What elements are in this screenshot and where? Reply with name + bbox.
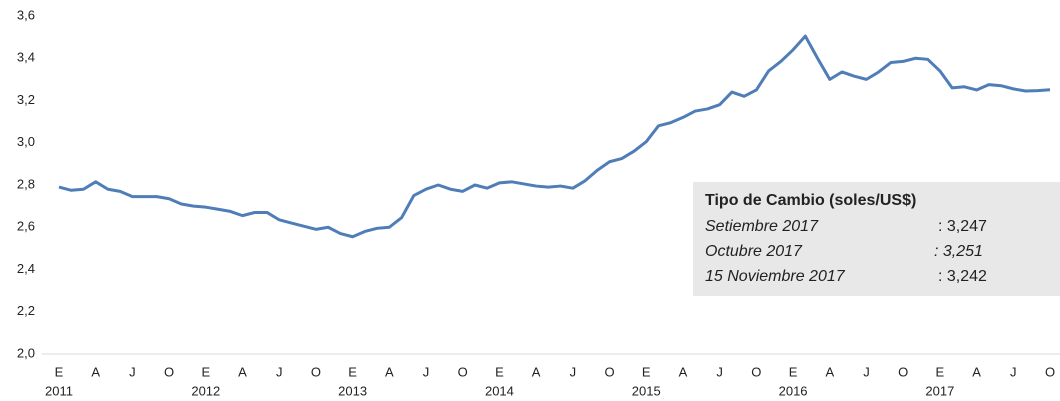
x-tick-label: O: [458, 364, 468, 379]
annotation-label: 15 Noviembre 2017: [705, 268, 846, 285]
annotation-label: Octubre 2017: [705, 243, 803, 260]
x-tick-label: O: [604, 364, 614, 379]
x-tick-label: O: [1045, 364, 1055, 379]
year-label: 2011: [45, 383, 73, 398]
y-tick-label: 3,6: [17, 7, 35, 22]
x-tick-label: A: [238, 364, 247, 379]
year-label: 2017: [925, 383, 954, 398]
x-tick-label: E: [55, 364, 64, 379]
y-tick-label: 2,8: [17, 176, 35, 191]
x-tick-label: E: [348, 364, 357, 379]
year-label: 2016: [779, 383, 808, 398]
x-tick-label: J: [716, 364, 723, 379]
x-tick-label: A: [385, 364, 394, 379]
annotation-value: : 3,242: [938, 268, 987, 285]
y-tick-label: 3,0: [17, 134, 35, 149]
y-tick-label: 2,4: [17, 261, 35, 276]
x-tick-label: J: [570, 364, 577, 379]
year-label: 2012: [191, 383, 220, 398]
annotation-box: [693, 182, 1060, 296]
x-tick-label: J: [863, 364, 870, 379]
x-tick-label: E: [789, 364, 798, 379]
annotation-label: Setiembre 2017: [705, 218, 819, 235]
annotation-value: : 3,251: [934, 243, 983, 260]
year-label: 2015: [632, 383, 661, 398]
annotation-title: Tipo de Cambio (soles/US$): [705, 192, 916, 209]
year-label: 2013: [338, 383, 367, 398]
year-label: 2014: [485, 383, 514, 398]
x-tick-label: E: [642, 364, 651, 379]
x-tick-label: O: [164, 364, 174, 379]
x-tick-label: J: [1010, 364, 1017, 379]
y-tick-label: 2,2: [17, 303, 35, 318]
x-tick-label: A: [825, 364, 834, 379]
y-tick-label: 2,0: [17, 345, 35, 360]
x-tick-label: A: [532, 364, 541, 379]
x-tick-label: J: [423, 364, 430, 379]
annotation-value: : 3,247: [938, 218, 987, 235]
x-tick-label: O: [898, 364, 908, 379]
x-tick-label: O: [311, 364, 321, 379]
x-tick-label: A: [972, 364, 981, 379]
y-tick-label: 3,2: [17, 92, 35, 107]
x-tick-label: E: [201, 364, 210, 379]
x-tick-label: A: [679, 364, 688, 379]
x-tick-label: J: [276, 364, 283, 379]
y-tick-label: 2,6: [17, 219, 35, 234]
line: [58, 34, 1051, 239]
x-tick-label: E: [936, 364, 945, 379]
y-tick-label: 3,4: [17, 50, 35, 65]
x-tick-label: E: [495, 364, 504, 379]
x-tick-label: A: [91, 364, 100, 379]
x-tick-label: O: [751, 364, 761, 379]
x-tick-label: J: [129, 364, 136, 379]
